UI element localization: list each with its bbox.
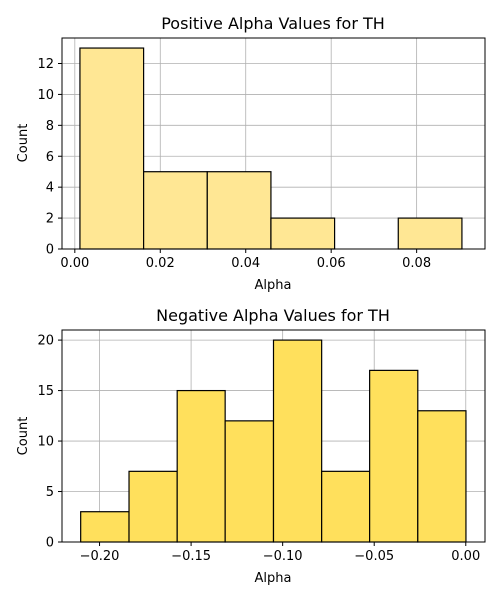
x-tick-label: −0.05 <box>354 549 394 564</box>
y-axis-label: Count <box>16 124 31 163</box>
x-tick-label: 0.00 <box>451 549 480 564</box>
y-tick-label: 10 <box>37 88 54 103</box>
y-tick-label: 2 <box>46 212 54 227</box>
y-tick-label: 6 <box>46 150 54 165</box>
y-tick-label: 20 <box>37 334 54 349</box>
y-tick-label: 0 <box>46 243 54 258</box>
x-tick-label: 0.04 <box>231 256 260 271</box>
y-tick-label: 8 <box>46 119 54 134</box>
histogram-bar <box>80 511 130 543</box>
histogram-bar <box>206 171 272 250</box>
histogram-bar <box>417 410 467 543</box>
y-tick-label: 0 <box>46 536 54 551</box>
positive-alpha-chart: Positive Alpha Values for TH Count Alpha… <box>16 14 486 293</box>
x-tick-label: −0.10 <box>263 549 303 564</box>
x-tick-label: 0.08 <box>402 256 431 271</box>
y-tick-label: 10 <box>37 435 54 450</box>
negative-alpha-chart: Negative Alpha Values for TH Count Alpha… <box>16 306 486 586</box>
histogram-bar <box>321 470 371 543</box>
x-tick-label: 0.06 <box>317 256 346 271</box>
histogram-bar <box>176 389 226 543</box>
y-tick-label: 4 <box>46 181 54 196</box>
y-tick-label: 15 <box>37 384 54 399</box>
x-tick-label: 0.00 <box>60 256 89 271</box>
histogram-bar <box>272 339 323 543</box>
x-axis-label: Alpha <box>255 278 292 293</box>
histogram-bar <box>369 369 419 543</box>
histogram-bar <box>143 171 208 250</box>
x-axis-label: Alpha <box>255 571 292 586</box>
axes-frame <box>61 37 486 250</box>
histogram-bar <box>128 470 178 543</box>
histogram-bar <box>79 47 145 250</box>
histogram-bar <box>224 420 275 543</box>
y-tick-label: 12 <box>37 57 54 72</box>
y-tick-label: 5 <box>46 485 54 500</box>
histogram-bar <box>270 217 336 250</box>
x-tick-label: 0.02 <box>146 256 175 271</box>
chart-title: Positive Alpha Values for TH <box>161 14 385 33</box>
plot-area: 0.00 0.02 0.04 0.06 0.08 0 2 4 6 8 10 12 <box>37 37 486 271</box>
y-axis-label: Count <box>16 417 31 456</box>
axes-frame <box>61 329 486 543</box>
plot-area: −0.20 −0.15 −0.10 −0.05 0.00 0 5 10 15 20 <box>37 329 486 564</box>
x-tick-label: −0.20 <box>80 549 120 564</box>
x-tick-label: −0.15 <box>171 549 211 564</box>
chart-title: Negative Alpha Values for TH <box>156 306 390 325</box>
histogram-bar <box>397 217 463 250</box>
